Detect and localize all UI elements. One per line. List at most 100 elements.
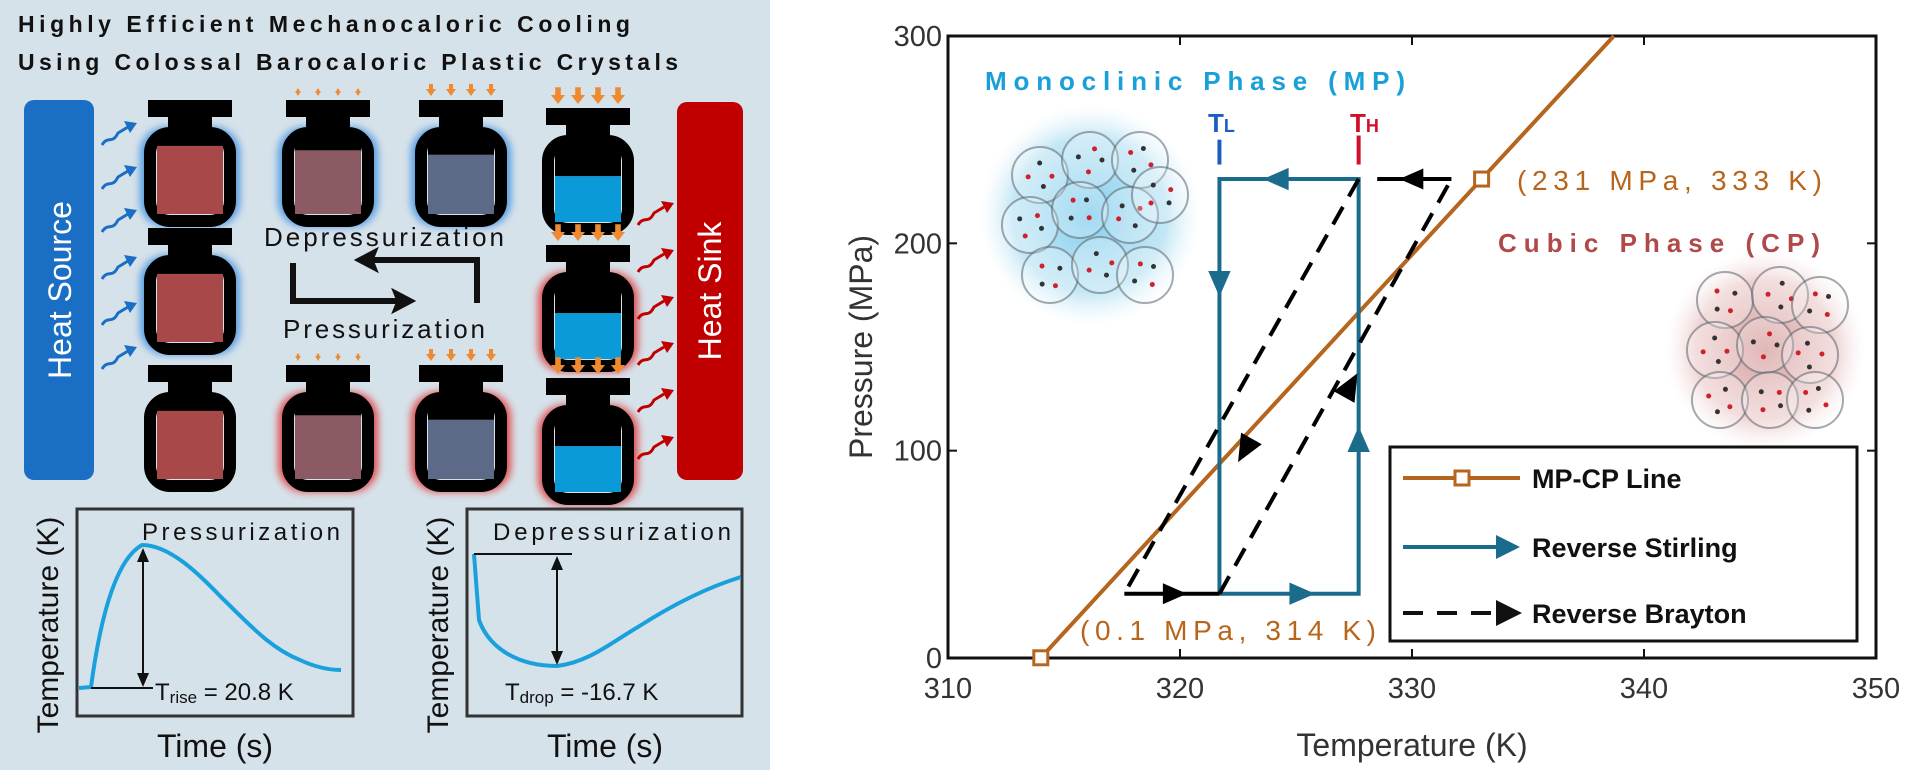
piston-neck xyxy=(566,123,610,145)
chart-axes: 310 320 330 340 350 0 100 200 300 Temperature (K)… xyxy=(843,21,1900,763)
pressure-arrow-icon xyxy=(355,353,361,361)
piston-plunger xyxy=(157,134,223,146)
atom-dot xyxy=(1806,364,1812,370)
pressure-arrow-icon xyxy=(466,349,476,361)
heat-out-arrow xyxy=(636,392,665,413)
atom-dot xyxy=(1068,215,1074,221)
bottle-content xyxy=(555,313,621,359)
pressure-arrow-icon xyxy=(315,353,321,361)
phase-diagram-chart: 310 320 330 340 350 0 100 200 300 Temperature (K)… xyxy=(843,21,1900,763)
arrowhead-icon xyxy=(661,435,674,447)
glow-background xyxy=(980,105,1200,325)
x-tick-label: 350 xyxy=(1852,673,1900,705)
piston-neck xyxy=(306,115,350,137)
atom-dot xyxy=(1803,389,1809,395)
piston-cap xyxy=(546,245,630,262)
heat-sink-bar xyxy=(677,102,743,480)
arrowhead-icon xyxy=(661,341,674,353)
heat-out-arrow xyxy=(636,205,665,226)
atom-dot xyxy=(1037,160,1043,166)
atom-dot xyxy=(1819,351,1825,357)
pressure-arrow-icon xyxy=(551,224,565,241)
piston-plunger xyxy=(428,134,494,155)
piston-cap xyxy=(148,100,232,117)
pressure-arrow-icon xyxy=(611,87,625,104)
left-panel: Highly Efficient Mechanocaloric Cooling … xyxy=(0,0,770,770)
atom-dot xyxy=(1109,260,1115,266)
piston-neck xyxy=(439,380,483,402)
glow-background xyxy=(1665,250,1865,450)
brayton-arrow-icon xyxy=(1238,432,1262,463)
brayton-segment xyxy=(1122,178,1361,595)
heat-in-arrow xyxy=(100,125,129,146)
x-tick-label: 310 xyxy=(924,673,972,705)
pressure-arrow-icon xyxy=(611,224,625,241)
atom-dot xyxy=(1812,291,1818,297)
pressure-arrow-icon xyxy=(446,349,456,361)
atom-dot xyxy=(1727,404,1733,410)
pressure-arrow-icon xyxy=(611,357,625,374)
legend-label: Reverse Brayton xyxy=(1532,599,1747,629)
th-label: TH xyxy=(1350,108,1379,138)
molecule-sphere xyxy=(1131,166,1189,224)
delta-label: Trise = 20.8 K xyxy=(155,679,294,707)
y-axis-label: Temperature (K) xyxy=(422,517,455,734)
bottle xyxy=(411,84,511,227)
heat-in-arrow xyxy=(100,169,129,190)
tl-label: TL xyxy=(1208,108,1235,138)
brayton-arrow-icon xyxy=(1162,583,1187,605)
piston-cap xyxy=(286,365,370,382)
atom-dot xyxy=(1022,233,1028,239)
piston-cap xyxy=(419,365,503,382)
piston-plunger xyxy=(555,142,621,177)
atom-dot xyxy=(1075,154,1081,160)
bottle-content xyxy=(157,273,223,342)
atom-dot xyxy=(1168,187,1174,193)
pressure-arrow-icon xyxy=(295,88,301,96)
heat-out-arrow xyxy=(636,439,665,460)
pressure-arrow-icon xyxy=(486,349,496,361)
atom-dot xyxy=(1086,215,1092,221)
atom-dot xyxy=(1148,162,1154,168)
title-line-2: Using Colossal Barocaloric Plastic Cryst… xyxy=(18,49,678,75)
atom-dot xyxy=(1085,169,1091,175)
atom-dot xyxy=(1116,216,1122,222)
bottle xyxy=(278,353,378,492)
atom-dot xyxy=(1093,251,1099,257)
atom-dot xyxy=(1815,385,1821,391)
molecule-sphere xyxy=(1741,371,1799,429)
mp-phase-label: Monoclinic Phase (MP) xyxy=(985,66,1405,96)
brayton-segment xyxy=(1217,178,1454,595)
piston-plunger xyxy=(157,262,223,274)
atom-dot xyxy=(1767,331,1773,337)
heat-sink-label: Heat Sink xyxy=(692,221,728,361)
depressurization-arrow xyxy=(372,257,480,303)
piston-plunger xyxy=(555,412,621,447)
pressure-arrow-icon xyxy=(426,84,436,96)
piston-neck xyxy=(439,115,483,137)
atom-dot xyxy=(1715,359,1721,365)
y-tick-label: 100 xyxy=(894,436,942,468)
atom-dot xyxy=(1092,146,1098,152)
arrowhead-icon xyxy=(124,208,137,220)
legend-label: MP-CP Line xyxy=(1532,464,1682,494)
bottle xyxy=(140,100,240,227)
atom-dot xyxy=(1712,335,1718,341)
bottle xyxy=(144,365,236,492)
molecule-sphere xyxy=(1786,371,1844,429)
mp-cp-marker xyxy=(1473,170,1491,188)
atom-dot xyxy=(1086,267,1092,273)
bottle xyxy=(538,224,638,372)
pressure-arrow-icon xyxy=(335,353,341,361)
atom-dot xyxy=(1758,389,1764,395)
plot-title: Depressurization xyxy=(493,519,731,546)
depressurization-label: Depressurization xyxy=(264,222,504,252)
atom-dot xyxy=(1034,213,1040,219)
atom-dot xyxy=(1166,200,1172,206)
atom-dot xyxy=(1039,281,1045,287)
piston-plunger xyxy=(157,399,223,411)
molecule-sphere xyxy=(1691,371,1749,429)
pressure-arrow-icon xyxy=(551,357,565,374)
